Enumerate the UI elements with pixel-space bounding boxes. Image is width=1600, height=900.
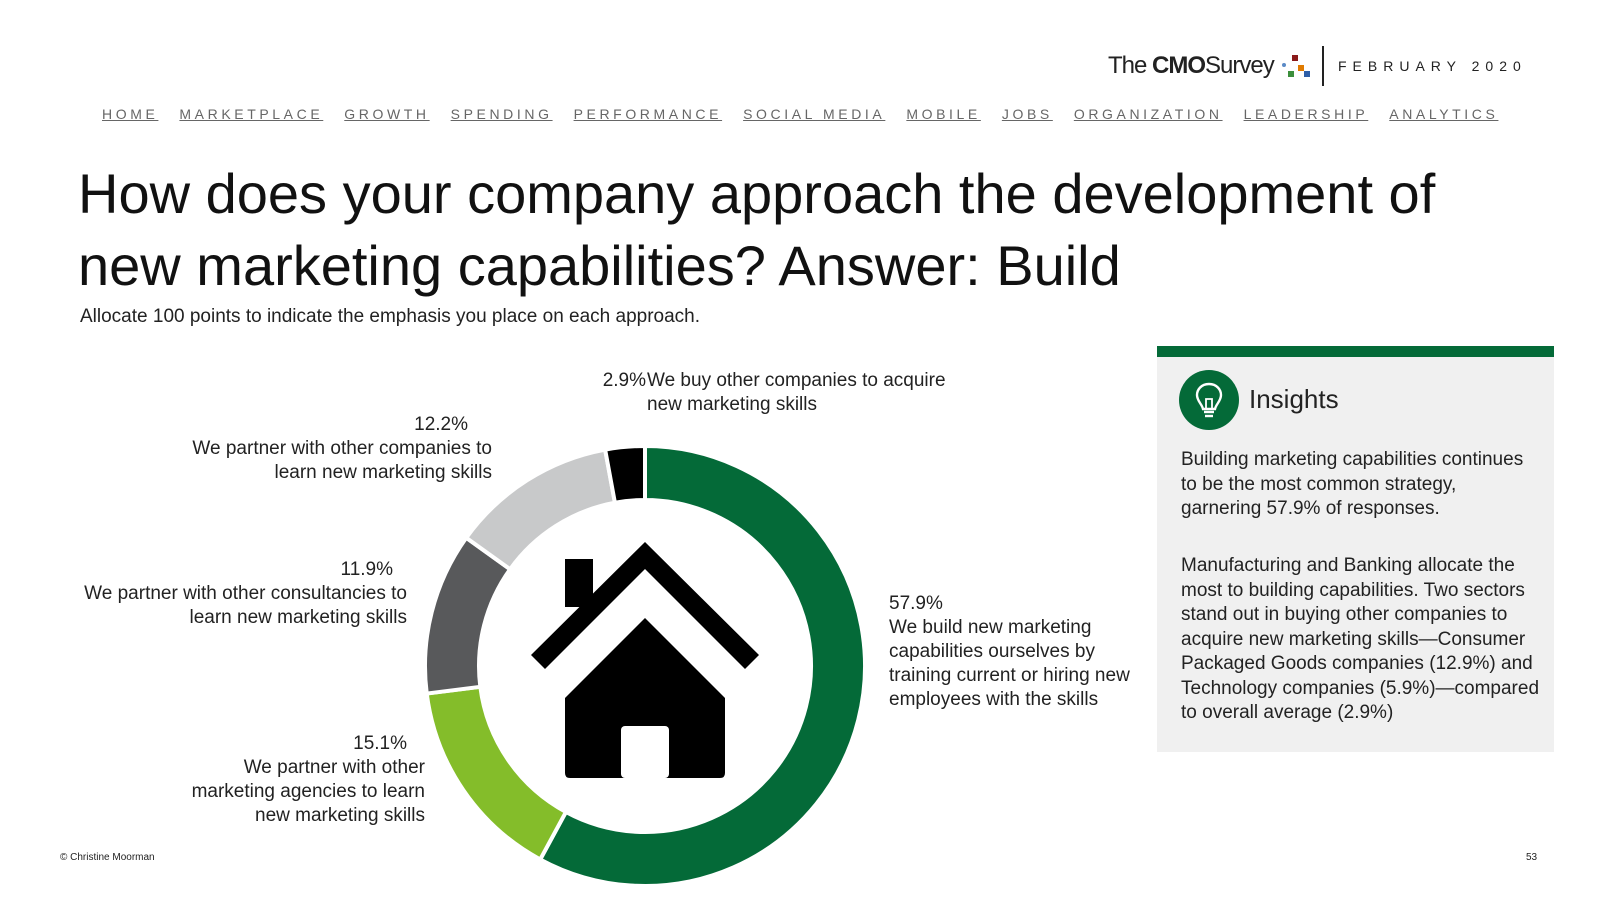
logo-brand: CMO bbox=[1152, 52, 1206, 79]
nav-jobs[interactable]: JOBS bbox=[1001, 106, 1053, 122]
label-companies-text: We partner with other companies to learn… bbox=[192, 438, 492, 483]
nav-leadership[interactable]: LEADERSHIP bbox=[1243, 106, 1369, 122]
nav-performance[interactable]: PERFORMANCE bbox=[573, 106, 723, 122]
logo-separator bbox=[1322, 46, 1324, 86]
nav-spending[interactable]: SPENDING bbox=[450, 106, 553, 122]
nav-social-media[interactable]: SOCIAL MEDIA bbox=[743, 106, 886, 122]
nav-growth[interactable]: GROWTH bbox=[344, 106, 430, 122]
nav-organization[interactable]: ORGANIZATION bbox=[1073, 106, 1223, 122]
page-subtitle: Allocate 100 points to indicate the emph… bbox=[80, 306, 701, 327]
nav-mobile[interactable]: MOBILE bbox=[906, 106, 981, 122]
label-agencies-text: We partner with other marketing agencies… bbox=[191, 757, 425, 826]
label-buy-text: We buy other companies to acquire new ma… bbox=[647, 370, 946, 415]
slice-buy bbox=[602, 443, 647, 506]
label-build-value: 57.9% bbox=[889, 593, 943, 614]
label-agencies: 15.1% We partner with other marketing ag… bbox=[160, 732, 425, 828]
insights-panel: Insights Building marketing capabilities… bbox=[1157, 346, 1554, 752]
insights-title: Insights bbox=[1249, 384, 1339, 414]
label-build: 57.9% We build new marketing capabilitie… bbox=[889, 592, 1149, 712]
top-nav: HOME MARKETPLACE GROWTH SPENDING PERFORM… bbox=[102, 106, 1498, 122]
label-agencies-value: 15.1% bbox=[353, 733, 407, 754]
label-consultancies-text: We partner with other consultancies to l… bbox=[84, 583, 407, 628]
lightbulb-icon bbox=[1179, 370, 1239, 430]
house-icon bbox=[531, 542, 759, 778]
slice-build bbox=[537, 443, 867, 888]
slice-agencies bbox=[424, 684, 569, 863]
cmo-survey-logo: The CMOSurvey bbox=[1108, 46, 1312, 86]
logo-the: The bbox=[1108, 52, 1147, 79]
survey-date: FEBRUARY 2020 bbox=[1338, 58, 1527, 74]
label-companies: 12.2% We partner with other companies to… bbox=[180, 413, 492, 485]
logo-dots-icon bbox=[1276, 51, 1312, 81]
insights-paragraph-2: Manufacturing and Banking allocate the m… bbox=[1181, 555, 1540, 723]
insights-paragraph-1: Building marketing capabilities continue… bbox=[1181, 449, 1524, 519]
logo-wordmark: The CMOSurvey bbox=[1108, 52, 1275, 80]
logo-survey: Survey bbox=[1205, 52, 1275, 79]
label-consultancies-value: 11.9% bbox=[340, 559, 393, 580]
nav-home[interactable]: HOME bbox=[102, 106, 159, 122]
label-build-text: We build new marketing capabilities ours… bbox=[889, 617, 1130, 710]
nav-marketplace[interactable]: MARKETPLACE bbox=[179, 106, 324, 122]
label-companies-value: 12.2% bbox=[414, 414, 468, 435]
label-consultancies: 11.9% We partner with other consultancie… bbox=[80, 558, 407, 630]
label-buy-value: 2.9% bbox=[602, 370, 646, 391]
copyright: © Christine Moorman bbox=[60, 852, 155, 863]
insights-accent-bar bbox=[1157, 346, 1554, 357]
donut-slices bbox=[423, 443, 867, 888]
page-number: 53 bbox=[1526, 852, 1538, 863]
nav-analytics[interactable]: ANALYTICS bbox=[1389, 106, 1499, 122]
page-title: How does your company approach the devel… bbox=[78, 162, 1436, 297]
